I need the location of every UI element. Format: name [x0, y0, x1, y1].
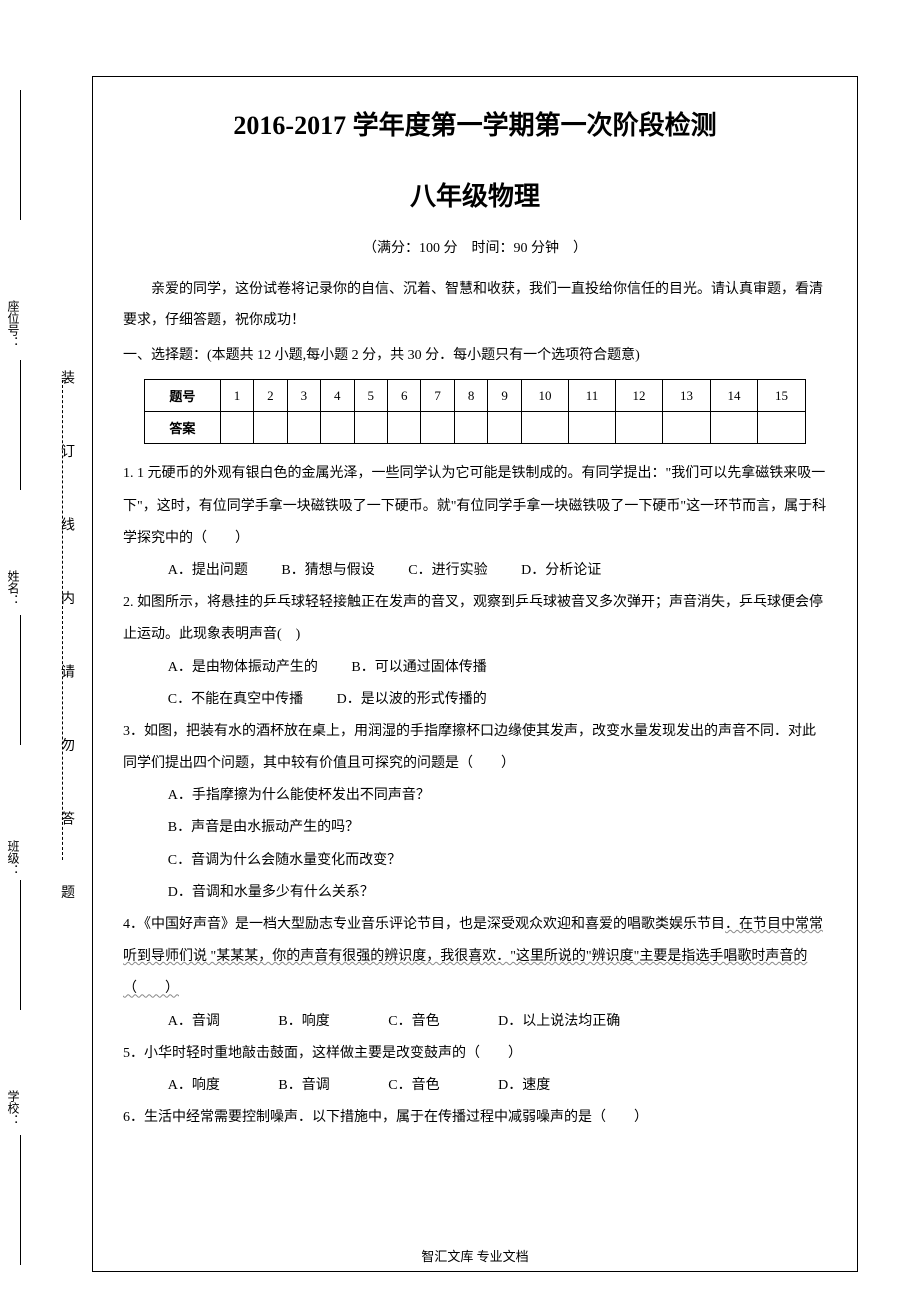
margin-line: [20, 615, 21, 745]
option: C．音色: [388, 1070, 439, 1102]
question-5: 5．小华时轻时重地敲击鼓面，这样做主要是改变鼓声的（ ）: [123, 1038, 827, 1070]
answer-cell: [287, 412, 320, 444]
margin-label-school: 学校：: [5, 1090, 22, 1126]
answer-cell: [615, 412, 662, 444]
question-1-options: A．提出问题 B．猜想与假设 C．进行实验 D．分析论证: [123, 555, 827, 587]
table-row-answers: 答案: [145, 412, 806, 444]
answer-cell: [569, 412, 615, 444]
margin-line: [20, 360, 21, 490]
question-6: 6．生活中经常需要控制噪声．以下措施中，属于在传播过程中减弱噪声的是（ ）: [123, 1102, 827, 1134]
col-num: 15: [758, 380, 806, 412]
col-num: 3: [287, 380, 320, 412]
margin-label-seat: 座位号：: [5, 300, 22, 348]
col-num: 9: [488, 380, 521, 412]
question-2: 2. 如图所示，将悬挂的乒乓球轻轻接触正在发声的音叉，观察到乒乓球被音叉多次弹开…: [123, 587, 827, 651]
answer-cell: [710, 412, 757, 444]
answer-cell: [454, 412, 487, 444]
answer-grid: 题号 1 2 3 4 5 6 7 8 9 10 11 12 13 14 15 答…: [144, 379, 806, 444]
option: D．是以波的形式传播的: [337, 684, 487, 716]
page-container: 2016-2017 学年度第一学期第一次阶段检测 八年级物理 （满分：100 分…: [92, 76, 858, 1272]
exam-subject: 八年级物理: [123, 176, 827, 213]
table-row-header: 题号 1 2 3 4 5 6 7 8 9 10 11 12 13 14 15: [145, 380, 806, 412]
margin-line: [20, 880, 21, 1010]
question-1: 1. 1 元硬币的外观有银白色的金属光泽，一些同学认为它可能是铁制成的。有同学提…: [123, 458, 827, 555]
option: A．响度: [168, 1070, 220, 1102]
option: C．不能在真空中传播: [168, 684, 303, 716]
option: D．速度: [498, 1070, 550, 1102]
answer-cell: [354, 412, 387, 444]
col-num: 2: [254, 380, 287, 412]
exam-title: 2016-2017 学年度第一学期第一次阶段检测: [123, 105, 827, 142]
binding-margin: 座位号： 姓名： 班级： 学校： 装 订 线 内 请 勿 答 题: [0, 80, 92, 1302]
margin-label-name: 姓名：: [5, 570, 22, 606]
option: B．响度: [278, 1006, 329, 1038]
option: D．分析论证: [521, 555, 601, 587]
question-4: 4．《中国好声音》是一档大型励志专业音乐评论节目，也是深受观众欢迎和喜爱的唱歌类…: [123, 909, 827, 1006]
answer-cell: [663, 412, 710, 444]
option: A．手指摩擦为什么能使杯发出不同声音？: [123, 780, 827, 812]
answer-cell: [488, 412, 521, 444]
row-label: 题号: [145, 380, 221, 412]
col-num: 13: [663, 380, 710, 412]
col-num: 12: [615, 380, 662, 412]
option: A．提出问题: [168, 555, 248, 587]
page-footer: 智汇文库 专业文档: [93, 1246, 857, 1265]
question-3: 3．如图，把装有水的酒杯放在桌上，用润湿的手指摩擦杯口边缘使其发声，改变水量发现…: [123, 716, 827, 780]
question-5-options: A．响度 B．音调 C．音色 D．速度: [123, 1070, 827, 1102]
option: A．是由物体振动产生的: [168, 652, 318, 684]
answer-cell: [254, 412, 287, 444]
option: B．可以通过固体传播: [351, 652, 486, 684]
answer-cell: [421, 412, 454, 444]
col-num: 4: [321, 380, 354, 412]
binding-text: 装 订 线 内 请 勿 答 题: [56, 370, 76, 927]
option: B．声音是由水振动产生的吗？: [123, 812, 827, 844]
option: C．音色: [388, 1006, 439, 1038]
margin-label-class: 班级：: [5, 840, 22, 876]
option: A．音调: [168, 1006, 220, 1038]
col-num: 10: [521, 380, 568, 412]
question-2-options: A．是由物体振动产生的 B．可以通过固体传播 C．不能在真空中传播 D．是以波的…: [123, 652, 827, 716]
option: B．猜想与假设: [281, 555, 374, 587]
intro-text: 亲爱的同学，这份试卷将记录你的自信、沉着、智慧和收获，我们一直投给你信任的目光。…: [123, 275, 827, 337]
answer-cell: [387, 412, 420, 444]
option: C．音调为什么会随水量变化而改变？: [123, 845, 827, 877]
col-num: 14: [710, 380, 757, 412]
answer-cell: [758, 412, 806, 444]
answer-cell: [220, 412, 253, 444]
col-num: 11: [569, 380, 615, 412]
option: D．音调和水量多少有什么关系？: [123, 877, 827, 909]
col-num: 7: [421, 380, 454, 412]
answer-cell: [321, 412, 354, 444]
option: B．音调: [278, 1070, 329, 1102]
section-1-header: 一、选择题：(本题共 12 小题,每小题 2 分，共 30 分．每小题只有一个选…: [123, 341, 827, 372]
question-4-options: A．音调 B．响度 C．音色 D．以上说法均正确: [123, 1006, 827, 1038]
option: D．以上说法均正确: [498, 1006, 620, 1038]
question-4-part-a: 4．《中国好声音》是一档大型励志专业音乐评论节目，也是深受观众欢迎和喜爱的唱歌类…: [123, 917, 725, 932]
exam-meta: （满分：100 分 时间：90 分钟 ）: [123, 237, 827, 257]
answer-cell: [521, 412, 568, 444]
col-num: 1: [220, 380, 253, 412]
question-3-options: A．手指摩擦为什么能使杯发出不同声音？ B．声音是由水振动产生的吗？ C．音调为…: [123, 780, 827, 909]
margin-line: [20, 90, 21, 220]
option: C．进行实验: [408, 555, 487, 587]
row-label: 答案: [145, 412, 221, 444]
col-num: 5: [354, 380, 387, 412]
col-num: 8: [454, 380, 487, 412]
margin-line: [20, 1135, 21, 1265]
col-num: 6: [387, 380, 420, 412]
